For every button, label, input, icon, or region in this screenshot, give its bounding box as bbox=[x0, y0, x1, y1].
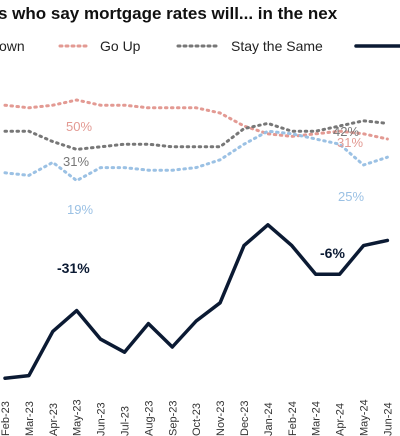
x-tick-label: Apr-24 bbox=[335, 403, 347, 436]
x-tick-label: Nov-23 bbox=[215, 401, 227, 436]
x-tick-label: Jan-24 bbox=[263, 402, 275, 436]
x-axis-ticks: Feb-23 Mar-23 Apr-23 May-23 Jun-23 Jul-23 Aug-… bbox=[0, 399, 394, 436]
x-tick-label: Mar-23 bbox=[24, 401, 36, 436]
x-tick-label: Oct-23 bbox=[191, 403, 203, 436]
series-lines bbox=[3, 98, 390, 380]
x-tick-label: May-24 bbox=[359, 399, 371, 436]
annotation-stay-mid: 31% bbox=[63, 154, 89, 169]
x-tick-label: Feb-24 bbox=[287, 401, 299, 436]
series-line-go-up bbox=[3, 98, 389, 141]
chart-title: s who say mortgage rates will... in the … bbox=[0, 4, 338, 23]
legend-label-go-up: Go Up bbox=[100, 38, 141, 54]
legend: own Go Up Stay the Same bbox=[0, 38, 400, 54]
annotation-go-up-late: 31% bbox=[337, 135, 363, 150]
annotation-net-low: -31% bbox=[57, 260, 90, 276]
x-tick-label: Jun-23 bbox=[96, 402, 108, 436]
x-tick-label: Apr-23 bbox=[48, 403, 60, 436]
annotation-down-late: 25% bbox=[338, 189, 364, 204]
x-tick-label: Jun-24 bbox=[382, 402, 394, 436]
annotation-stay-late: 42% bbox=[333, 124, 359, 139]
x-tick-label: Aug-23 bbox=[143, 401, 155, 436]
x-tick-label: Sep-23 bbox=[167, 401, 179, 436]
annotation-down-low: 19% bbox=[67, 202, 93, 217]
annotation-net-late: -6% bbox=[320, 245, 345, 261]
x-tick-label: Feb-23 bbox=[0, 401, 12, 436]
annotation-go-up-peak: 50% bbox=[66, 119, 92, 134]
x-tick-label: Dec-23 bbox=[239, 401, 251, 436]
x-tick-label: Jul-23 bbox=[120, 406, 132, 436]
series-line-stay-the-same bbox=[3, 119, 389, 151]
x-tick-label: Mar-24 bbox=[311, 401, 323, 436]
legend-label-stay-same: Stay the Same bbox=[231, 38, 323, 54]
x-tick-label: May-23 bbox=[72, 399, 84, 436]
annotations: 50% 31% 31% 42% 19% 25% -31% -6% bbox=[57, 119, 364, 276]
legend-label-down: own bbox=[0, 38, 25, 54]
